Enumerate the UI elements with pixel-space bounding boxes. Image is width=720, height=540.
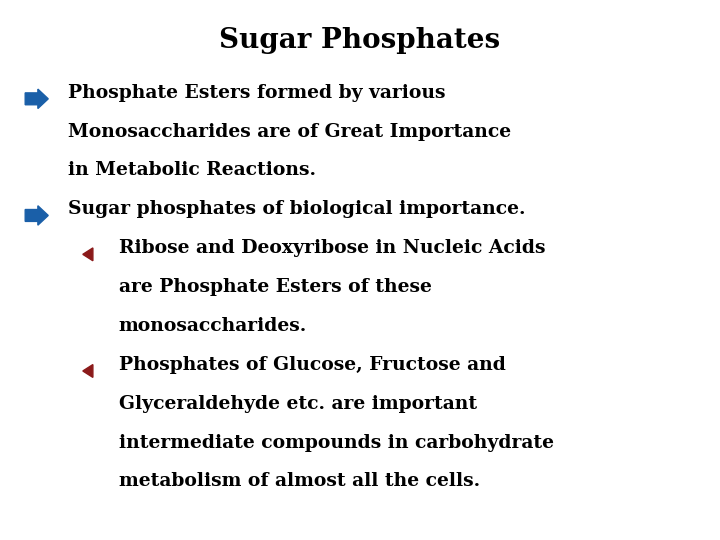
Polygon shape [25,89,48,109]
Text: Sugar phosphates of biological importance.: Sugar phosphates of biological importanc… [68,200,526,218]
Text: are Phosphate Esters of these: are Phosphate Esters of these [119,278,432,296]
Polygon shape [83,364,93,377]
Text: Ribose and Deoxyribose in Nucleic Acids: Ribose and Deoxyribose in Nucleic Acids [119,239,545,257]
Text: Phosphates of Glucose, Fructose and: Phosphates of Glucose, Fructose and [119,356,505,374]
Text: Sugar Phosphates: Sugar Phosphates [220,27,500,54]
Text: monosaccharides.: monosaccharides. [119,317,307,335]
Polygon shape [83,248,93,261]
Text: Monosaccharides are of Great Importance: Monosaccharides are of Great Importance [68,123,511,140]
Text: Phosphate Esters formed by various: Phosphate Esters formed by various [68,84,446,102]
Text: Glyceraldehyde etc. are important: Glyceraldehyde etc. are important [119,395,477,413]
Text: in Metabolic Reactions.: in Metabolic Reactions. [68,161,316,179]
Text: metabolism of almost all the cells.: metabolism of almost all the cells. [119,472,480,490]
Polygon shape [25,206,48,225]
Text: intermediate compounds in carbohydrate: intermediate compounds in carbohydrate [119,434,554,451]
